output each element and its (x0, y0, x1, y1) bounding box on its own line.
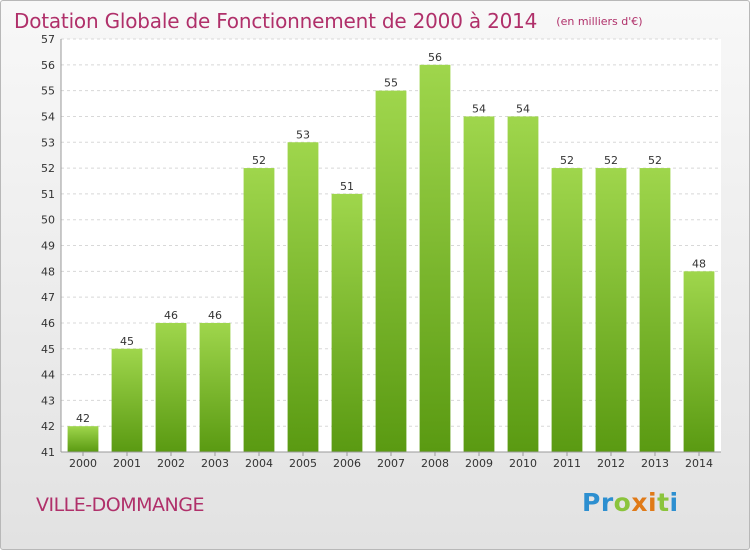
bar-2007 (375, 90, 407, 452)
bar-2014 (683, 271, 715, 452)
x-tick-label: 2010 (509, 457, 537, 470)
logo-letter: t (657, 488, 670, 517)
value-label: 54 (516, 102, 530, 115)
y-tick-label: 50 (41, 214, 55, 227)
y-tick-label: 45 (41, 343, 55, 356)
x-tick-label: 2005 (289, 457, 317, 470)
y-tick-label: 55 (41, 85, 55, 98)
bar-2011 (551, 168, 583, 452)
value-label: 52 (648, 154, 662, 167)
logo-letter: o (613, 488, 632, 517)
value-label: 48 (692, 257, 706, 270)
y-tick-label: 53 (41, 136, 55, 149)
x-tick-label: 2006 (333, 457, 361, 470)
value-label: 46 (208, 309, 222, 322)
chart-title: Dotation Globale de Fonctionnement de 20… (14, 9, 538, 33)
x-tick-label: 2008 (421, 457, 449, 470)
bar-2005 (287, 142, 319, 452)
x-tick-label: 2003 (201, 457, 229, 470)
value-label: 52 (252, 154, 266, 167)
x-tick-label: 2011 (553, 457, 581, 470)
logo-letter: i (648, 488, 658, 517)
y-tick-label: 46 (41, 317, 55, 330)
value-label: 51 (340, 180, 354, 193)
x-tick-label: 2000 (69, 457, 97, 470)
x-tick-label: 2012 (597, 457, 625, 470)
value-label: 55 (384, 77, 398, 90)
proxiti-logo: Proxiti (582, 488, 679, 517)
y-tick-label: 44 (41, 369, 55, 382)
value-label: 54 (472, 102, 486, 115)
place-name: VILLE-DOMMANGE (36, 494, 204, 516)
logo-letter: i (669, 488, 679, 517)
y-tick-label: 57 (41, 33, 55, 46)
value-label: 53 (296, 128, 310, 141)
x-tick-label: 2009 (465, 457, 493, 470)
value-label: 52 (560, 154, 574, 167)
y-tick-label: 47 (41, 291, 55, 304)
y-tick-label: 43 (41, 394, 55, 407)
x-tick-label: 2001 (113, 457, 141, 470)
value-label: 52 (604, 154, 618, 167)
bar-2000 (67, 426, 99, 452)
bar-2004 (243, 168, 275, 452)
x-tick-label: 2013 (641, 457, 669, 470)
y-tick-label: 54 (41, 110, 55, 123)
bar-2010 (507, 116, 539, 452)
y-tick-label: 49 (41, 240, 55, 253)
x-tick-label: 2007 (377, 457, 405, 470)
bar-2009 (463, 116, 495, 452)
bar-2008 (419, 64, 451, 452)
value-label: 45 (120, 335, 134, 348)
y-tick-label: 41 (41, 446, 55, 459)
chart-unit: (en milliers d'€) (556, 15, 643, 28)
bar-2012 (595, 168, 627, 452)
y-tick-label: 48 (41, 265, 55, 278)
bar-2003 (199, 322, 231, 452)
y-tick-label: 51 (41, 188, 55, 201)
y-tick-label: 42 (41, 420, 55, 433)
logo-letter: r (600, 488, 614, 517)
value-label: 56 (428, 51, 442, 64)
bar-2013 (639, 168, 671, 452)
logo-letter: P (582, 488, 601, 517)
y-tick-label: 52 (41, 162, 55, 175)
x-tick-label: 2004 (245, 457, 273, 470)
bar-2002 (155, 322, 187, 452)
x-tick-label: 2002 (157, 457, 185, 470)
bar-2006 (331, 193, 363, 452)
title-row: Dotation Globale de Fonctionnement de 20… (14, 9, 643, 33)
y-tick-label: 56 (41, 59, 55, 72)
value-label: 46 (164, 309, 178, 322)
x-tick-label: 2014 (685, 457, 713, 470)
logo-letter: x (631, 488, 648, 517)
bar-2001 (111, 348, 143, 452)
value-label: 42 (76, 412, 90, 425)
